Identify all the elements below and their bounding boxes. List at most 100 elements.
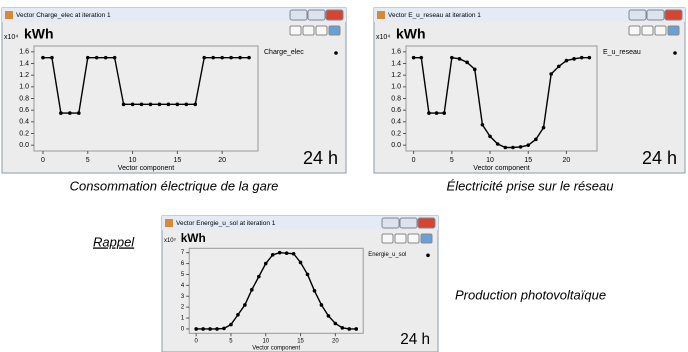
- y-tick-label: 0.4: [391, 119, 401, 126]
- x-tick-label: 5: [229, 339, 233, 345]
- caption: Rappel: [93, 234, 135, 249]
- x-tick-label: 0: [41, 157, 45, 164]
- y-tick-label: 0.8: [19, 95, 29, 102]
- y-tick-label: 1.6: [391, 49, 401, 56]
- x-axis-label: Vector component: [252, 345, 300, 351]
- data-point: [442, 111, 447, 115]
- data-point: [319, 303, 324, 307]
- plot-area: [33, 45, 259, 152]
- window-button[interactable]: [325, 9, 344, 21]
- data-point: [220, 55, 224, 60]
- data-point: [236, 312, 240, 317]
- legend-label: Energie_u_sol: [368, 252, 406, 258]
- multiplier: x10⁴: [376, 34, 390, 41]
- data-point: [215, 327, 219, 331]
- data-point: [157, 102, 162, 107]
- y-tick-label: 0.0: [19, 142, 29, 149]
- plot-area: [188, 247, 364, 334]
- data-point: [243, 303, 247, 307]
- data-point: [194, 327, 198, 331]
- toolbar-button[interactable]: [394, 233, 407, 244]
- window-button[interactable]: [646, 9, 665, 21]
- toolbar-button[interactable]: [654, 25, 667, 36]
- toolbar-button[interactable]: [667, 25, 680, 36]
- data-point: [450, 55, 454, 60]
- data-point: [457, 57, 462, 61]
- toolbar-button[interactable]: [328, 25, 341, 36]
- data-point: [465, 60, 469, 65]
- data-point: [503, 145, 508, 150]
- window-button[interactable]: [628, 9, 647, 21]
- plot-area: [405, 45, 598, 152]
- window-button[interactable]: [664, 9, 683, 21]
- data-point: [238, 55, 242, 60]
- annotation: 24 h: [642, 148, 677, 168]
- data-point: [208, 327, 212, 331]
- data-point: [557, 64, 561, 69]
- toolbar-button[interactable]: [315, 25, 328, 36]
- window-button[interactable]: [381, 217, 400, 229]
- toolbar-button[interactable]: [289, 25, 302, 36]
- data-point: [94, 55, 99, 60]
- data-point: [434, 111, 439, 115]
- unit-label: kWh: [181, 231, 206, 245]
- window-button[interactable]: [307, 9, 326, 21]
- x-tick-label: 0: [412, 157, 416, 164]
- multiplier: x10³: [164, 238, 176, 244]
- y-tick-label: 0.6: [19, 107, 29, 114]
- data-point: [41, 55, 45, 60]
- data-point: [518, 145, 523, 149]
- window-button[interactable]: [289, 9, 308, 21]
- title-bar: [162, 216, 438, 230]
- toolbar-button[interactable]: [628, 25, 641, 36]
- data-point: [201, 327, 205, 331]
- x-tick-label: 10: [486, 157, 494, 164]
- y-tick-label: 1.0: [19, 84, 29, 91]
- data-point: [250, 287, 254, 292]
- x-axis-label: Vector component: [118, 165, 174, 172]
- toolbar-button[interactable]: [420, 233, 433, 244]
- x-tick-label: 20: [332, 339, 339, 345]
- toolbar-button[interactable]: [381, 233, 394, 244]
- legend-marker: [426, 253, 430, 258]
- data-point: [103, 55, 108, 60]
- legend-marker: [334, 51, 338, 55]
- data-point: [59, 111, 63, 115]
- window-title: Vector Energie_u_sol at iteration 1: [176, 220, 276, 227]
- annotation: 24 h: [303, 148, 338, 168]
- data-point: [202, 55, 207, 60]
- data-point: [121, 102, 126, 107]
- toolbar-button[interactable]: [641, 25, 654, 36]
- title-bar: [374, 8, 685, 22]
- data-point: [511, 145, 515, 150]
- window-icon: [165, 219, 173, 227]
- data-point: [427, 111, 431, 115]
- data-point: [526, 143, 531, 147]
- data-point: [480, 122, 485, 127]
- data-point: [284, 251, 289, 256]
- x-tick-label: 5: [86, 157, 90, 164]
- data-point: [411, 55, 416, 60]
- x-tick-label: 20: [563, 157, 571, 164]
- data-point: [148, 102, 153, 107]
- data-point: [305, 272, 310, 277]
- window-button[interactable]: [417, 217, 436, 229]
- x-tick-label: 5: [450, 157, 454, 164]
- data-point: [211, 55, 215, 60]
- toolbar-button[interactable]: [407, 233, 420, 244]
- window-title: Vector Charge_elec at iteration 1: [16, 12, 111, 19]
- y-tick-label: 0.8: [391, 95, 401, 102]
- data-point: [572, 57, 576, 61]
- data-point: [354, 327, 359, 331]
- data-point: [541, 125, 546, 130]
- y-tick-label: 0.4: [19, 119, 29, 126]
- data-point: [229, 55, 233, 60]
- legend-label: E_u_reseau: [603, 49, 641, 56]
- data-point: [112, 55, 117, 60]
- toolbar-button[interactable]: [302, 25, 315, 36]
- window-button[interactable]: [399, 217, 418, 229]
- unit-label: kWh: [24, 26, 54, 42]
- data-point: [222, 326, 226, 331]
- y-tick-label: 3: [181, 294, 185, 300]
- caption: Consommation électrique de la gare: [70, 178, 279, 193]
